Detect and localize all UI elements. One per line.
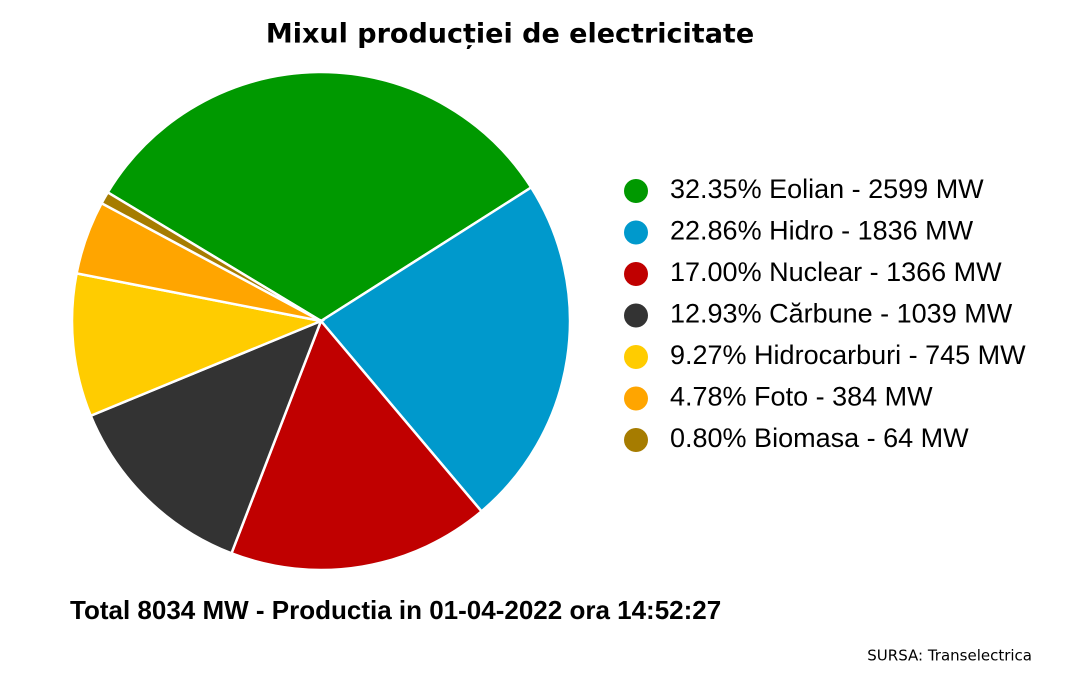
legend-label: 12.93% Cărbune - 1039 MW [670, 299, 1013, 329]
pie-slice [99, 190, 322, 323]
legend-marker [624, 428, 648, 452]
pie [70, 70, 572, 572]
chart-title: Mixul producției de electricitate [266, 19, 754, 50]
legend-marker [624, 220, 648, 245]
legend-label: 22.86% Hidro - 1836 MW [670, 216, 974, 246]
legend-label: 9.27% Hidrocarburi - 745 MW [670, 340, 1026, 370]
pie-slice [106, 70, 533, 323]
legend-marker [624, 262, 648, 286]
legend-label: 0.80% Biomasa - 64 MW [670, 423, 969, 453]
legend-label: 4.78% Foto - 384 MW [670, 382, 933, 412]
annotation: Total 8034 MW - Productia in 01-04-2022 … [70, 595, 721, 625]
legend-marker [624, 345, 648, 369]
legend-label: 32.35% Eolian - 2599 MW [670, 174, 984, 204]
pie-slice [319, 185, 572, 514]
legend: 32.35% Eolian - 2599 MW 22.86% Hidro - 18… [624, 174, 1026, 453]
source: SURSA: Transelectrica [867, 647, 1032, 665]
pie-slice [229, 318, 484, 572]
legend-marker [624, 179, 648, 203]
legend-label: 17.00% Nuclear - 1366 MW [670, 257, 1002, 287]
pie-slice [89, 318, 324, 555]
legend-marker [624, 386, 648, 411]
legend-marker [624, 303, 648, 328]
